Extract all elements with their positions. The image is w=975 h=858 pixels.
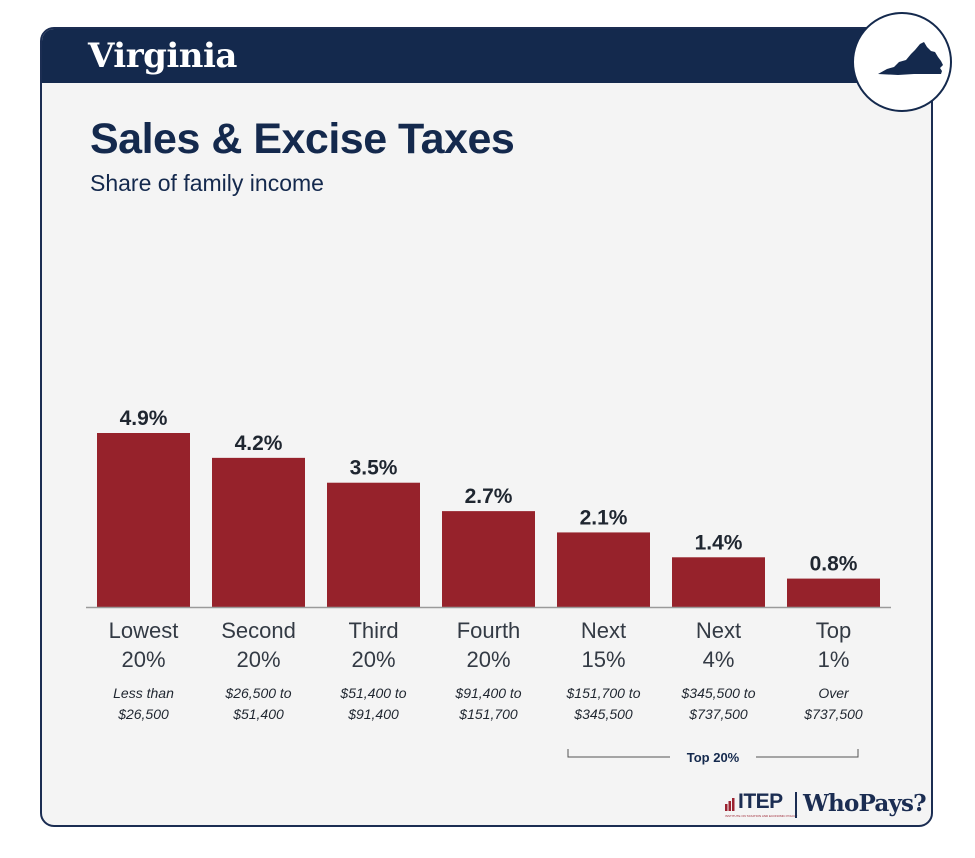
chart-card: Virginia xyxy=(40,27,933,827)
value-label: 4.2% xyxy=(235,432,283,455)
income-range-label: $51,400 xyxy=(232,706,284,722)
income-range-label: $345,500 xyxy=(573,706,633,722)
state-title: Virginia xyxy=(88,36,237,76)
bar xyxy=(557,532,650,607)
value-label: 2.1% xyxy=(580,506,628,529)
bar xyxy=(787,578,880,607)
category-label: 20% xyxy=(236,647,280,672)
income-range-label: Over xyxy=(818,685,850,701)
income-range-label: $345,500 to xyxy=(681,685,756,701)
itep-subline: INSTITUTE ON TAXATION AND ECONOMIC POLIC… xyxy=(725,814,798,818)
value-label: 2.7% xyxy=(465,485,513,508)
category-label: Lowest xyxy=(109,618,179,643)
bar xyxy=(442,511,535,607)
income-range-label: $737,500 xyxy=(803,706,863,722)
value-label: 1.4% xyxy=(695,531,743,554)
category-label: 20% xyxy=(351,647,395,672)
income-range-label: $26,500 to xyxy=(224,685,291,701)
category-label: 4% xyxy=(703,647,735,672)
income-range-label: $151,700 xyxy=(458,706,518,722)
footer-logos: ITEP INSTITUTE ON TAXATION AND ECONOMIC … xyxy=(725,788,927,824)
value-label: 0.8% xyxy=(810,553,858,576)
chart-subtitle: Share of family income xyxy=(90,170,324,196)
whopays-logo: WhoPays? xyxy=(803,790,927,817)
income-range-label: $737,500 xyxy=(688,706,748,722)
income-range-label: $51,400 to xyxy=(339,685,406,701)
logo-divider xyxy=(795,792,797,818)
income-range-label: $91,400 to xyxy=(454,685,521,701)
bracket-label: Top 20% xyxy=(687,750,740,765)
income-range-label: $151,700 to xyxy=(566,685,641,701)
category-label: 20% xyxy=(466,647,510,672)
itep-bars-icon xyxy=(725,798,735,811)
income-range-label: Less than xyxy=(113,685,174,701)
category-label: Second xyxy=(221,618,296,643)
category-label: Next xyxy=(696,618,741,643)
income-range-label: $26,500 xyxy=(117,706,169,722)
bracket-right xyxy=(756,749,859,758)
bar xyxy=(327,482,420,607)
category-label: 15% xyxy=(581,647,625,672)
category-label: Fourth xyxy=(457,618,521,643)
income-range-label: $91,400 xyxy=(347,706,399,722)
bar xyxy=(212,457,305,607)
category-label: Top xyxy=(816,618,851,643)
category-label: 1% xyxy=(818,647,850,672)
chart-title: Sales & Excise Taxes xyxy=(90,115,515,163)
virginia-state-icon xyxy=(878,42,943,75)
category-label: Next xyxy=(581,618,626,643)
category-label: Third xyxy=(348,618,398,643)
value-label: 3.5% xyxy=(350,457,398,480)
bar xyxy=(672,557,765,607)
category-label: 20% xyxy=(121,647,165,672)
itep-logo: ITEP xyxy=(738,790,783,813)
bar xyxy=(97,433,190,607)
header-bar: Virginia xyxy=(42,29,931,83)
value-label: 4.9% xyxy=(120,407,168,430)
bracket-left xyxy=(567,749,670,758)
state-badge xyxy=(852,12,952,112)
